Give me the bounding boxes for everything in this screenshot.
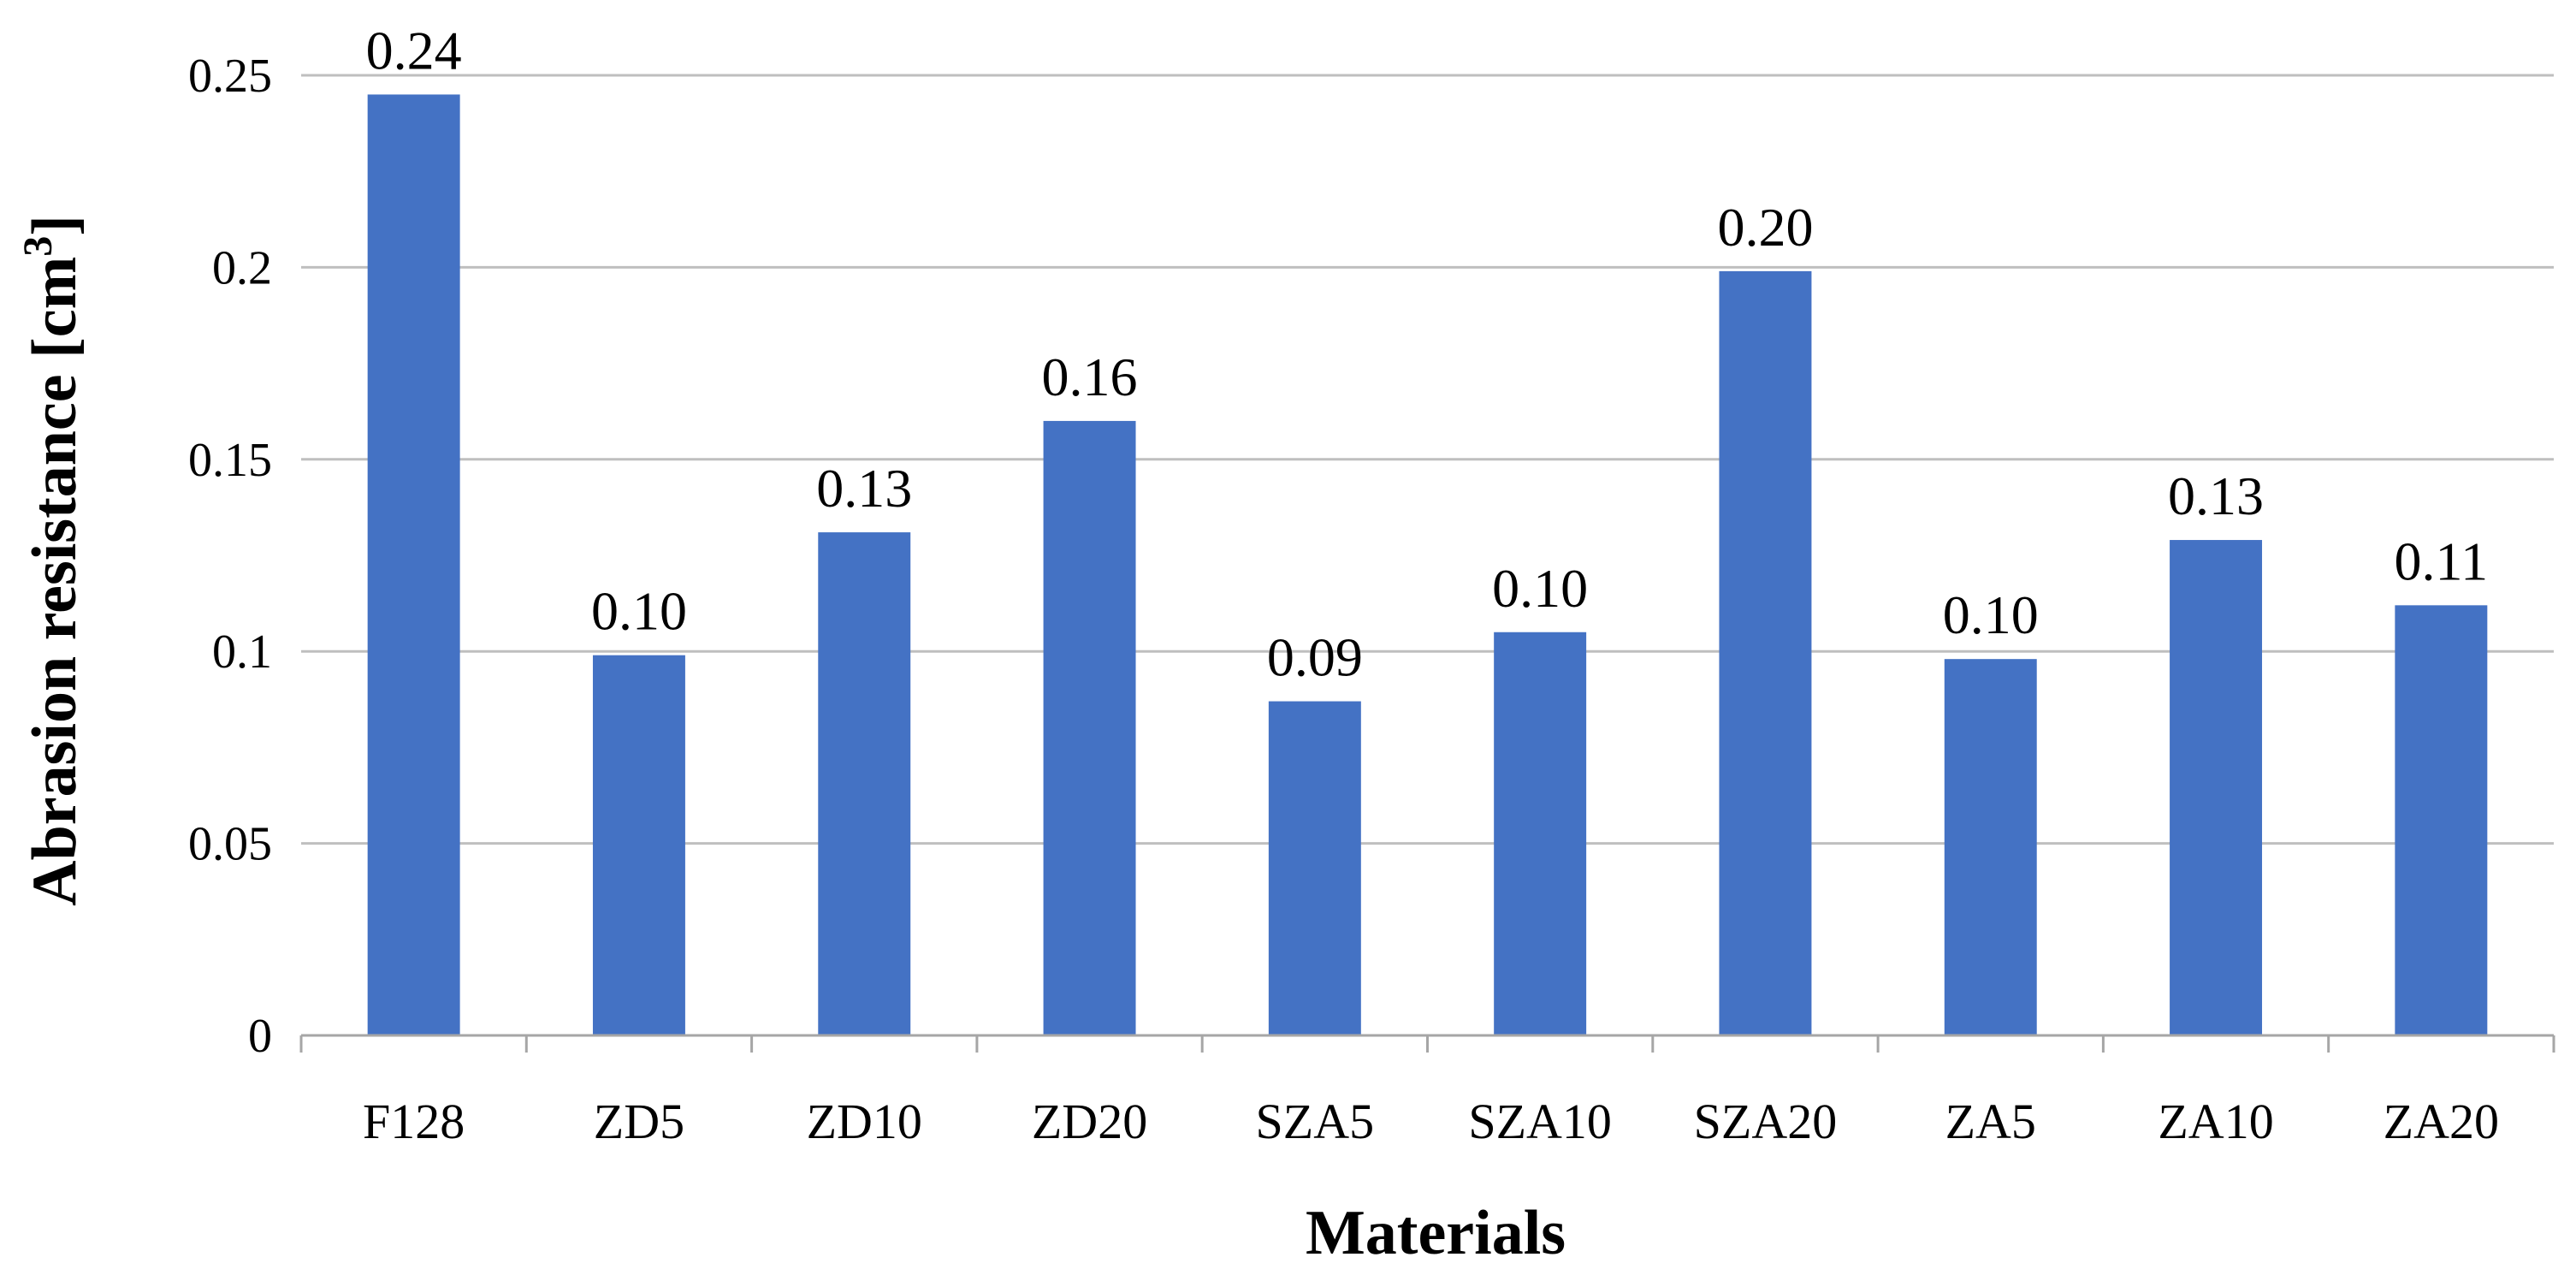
- bar-za5: [1944, 659, 2037, 1035]
- data-labels: 0.24 0.10 0.13 0.16 0.09 0.10 0.20 0.10 0.13 0.11: [366, 20, 2489, 687]
- y-tick-label: 0.1: [212, 626, 272, 679]
- y-axis-title: Abrasion resistance [cm3]: [15, 215, 90, 906]
- bar-za10: [2170, 540, 2263, 1035]
- y-tick-label: 0.15: [188, 434, 272, 487]
- data-label-za20: 0.11: [2395, 531, 2489, 591]
- data-label-sza20: 0.20: [1717, 197, 1813, 258]
- bar-sza5: [1268, 701, 1361, 1035]
- x-tick-label-zd20: ZD20: [1032, 1094, 1147, 1149]
- bars: [367, 94, 2488, 1036]
- y-axis-title-superscript: 3: [15, 236, 61, 257]
- bar-zd20: [1043, 420, 1136, 1035]
- data-label-za5: 0.10: [1943, 584, 2039, 645]
- data-label-zd20: 0.16: [1042, 347, 1138, 407]
- data-label-f128: 0.24: [366, 20, 462, 80]
- x-tick-label-sza10: SZA10: [1468, 1094, 1612, 1149]
- bar-zd10: [818, 532, 911, 1035]
- bar-zd5: [592, 655, 685, 1035]
- x-tick-label-f128: F128: [363, 1094, 465, 1149]
- bar-f128: [367, 94, 460, 1036]
- data-label-za10: 0.13: [2168, 466, 2264, 526]
- x-axis-title: Materials: [1306, 1198, 1566, 1268]
- y-tick-label: 0.05: [188, 818, 272, 871]
- axes: [299, 1034, 2555, 1053]
- bar-sza20: [1719, 270, 1812, 1035]
- bar-za20: [2395, 605, 2488, 1035]
- data-label-zd10: 0.13: [816, 458, 912, 519]
- x-tick-label-sza20: SZA20: [1694, 1094, 1838, 1149]
- x-tick-label-zd5: ZD5: [594, 1094, 684, 1149]
- x-tick-label-za10: ZA10: [2158, 1094, 2273, 1149]
- y-tick-label: 0: [248, 1010, 272, 1063]
- x-tick-label-zd10: ZD10: [807, 1094, 922, 1149]
- x-tick-labels: F128 ZD5 ZD10 ZD20 SZA5 SZA10 SZA20 ZA5 ZA10 ZA20: [363, 1094, 2499, 1149]
- data-label-sza5: 0.09: [1267, 627, 1363, 688]
- y-axis-title-close: ]: [20, 215, 90, 236]
- bar-sza10: [1494, 632, 1587, 1035]
- data-label-zd5: 0.10: [591, 581, 687, 642]
- y-axis-title-main: Abrasion resistance [cm: [20, 257, 90, 906]
- data-label-sza10: 0.10: [1492, 558, 1588, 619]
- x-tick-label-sza5: SZA5: [1256, 1094, 1375, 1149]
- x-tick-label-za20: ZA20: [2384, 1094, 2499, 1149]
- y-tick-labels: 0 0.05 0.1 0.15 0.2 0.25: [188, 50, 272, 1063]
- y-tick-label: 0.25: [188, 50, 272, 103]
- x-tick-label-za5: ZA5: [1945, 1094, 2036, 1149]
- y-tick-label: 0.2: [212, 241, 272, 294]
